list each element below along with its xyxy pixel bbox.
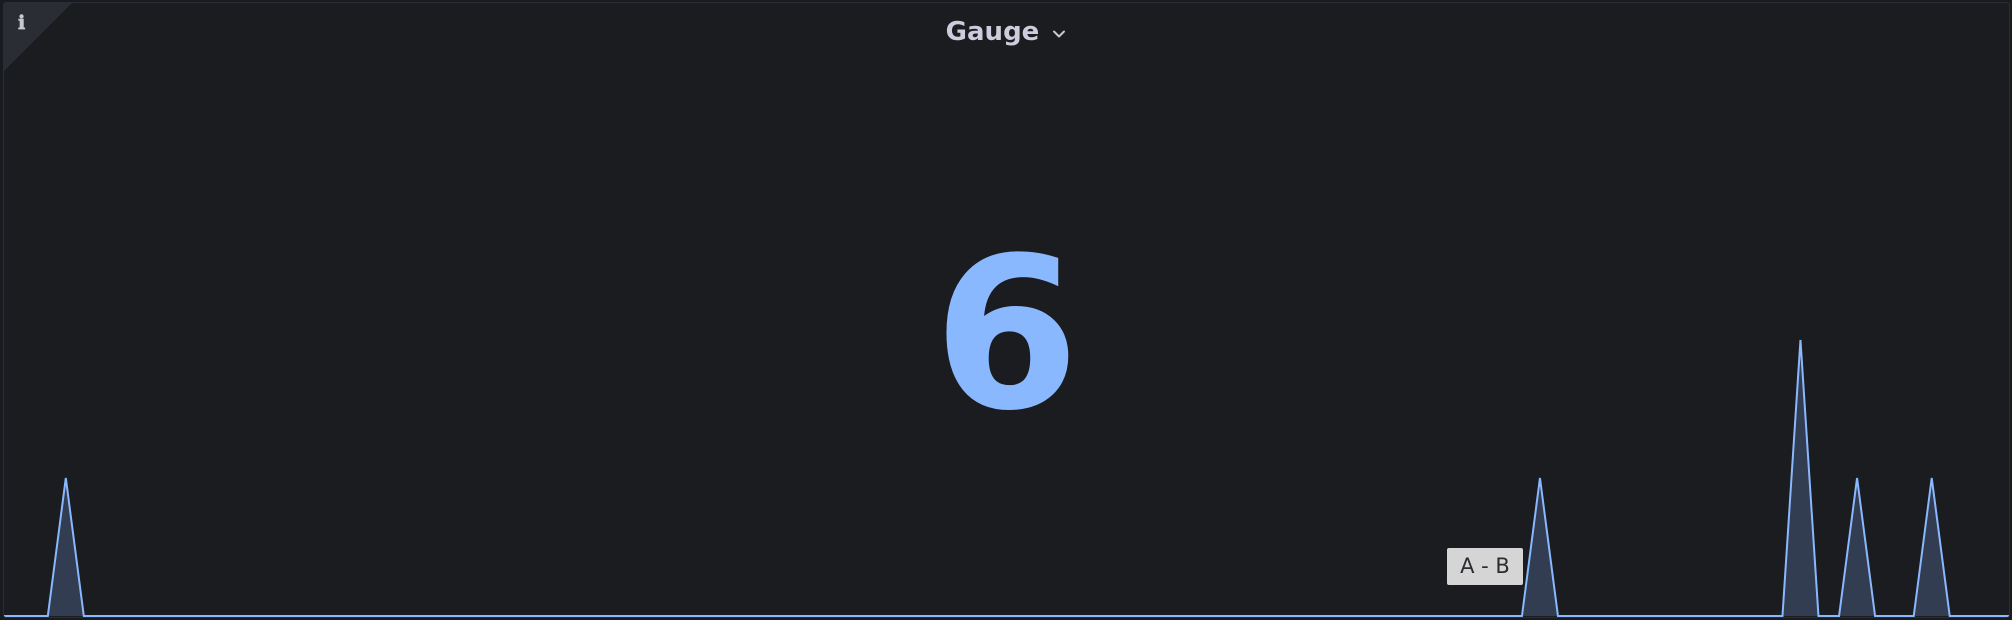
gauge-panel: ℹ Gauge 6 A - B bbox=[3, 2, 2010, 618]
panel-title: Gauge bbox=[945, 17, 1040, 47]
panel-title-menu[interactable]: Gauge bbox=[946, 17, 1068, 47]
stat-value: 6 bbox=[933, 212, 1080, 457]
sparkline-line bbox=[4, 339, 2009, 617]
panel-header: Gauge bbox=[4, 17, 2009, 57]
chevron-down-icon bbox=[1053, 30, 1066, 38]
panel-corner bbox=[4, 3, 72, 71]
sparkline-chart bbox=[4, 339, 2009, 617]
series-tooltip: A - B bbox=[1447, 548, 1523, 585]
info-icon[interactable]: ℹ bbox=[18, 12, 26, 34]
